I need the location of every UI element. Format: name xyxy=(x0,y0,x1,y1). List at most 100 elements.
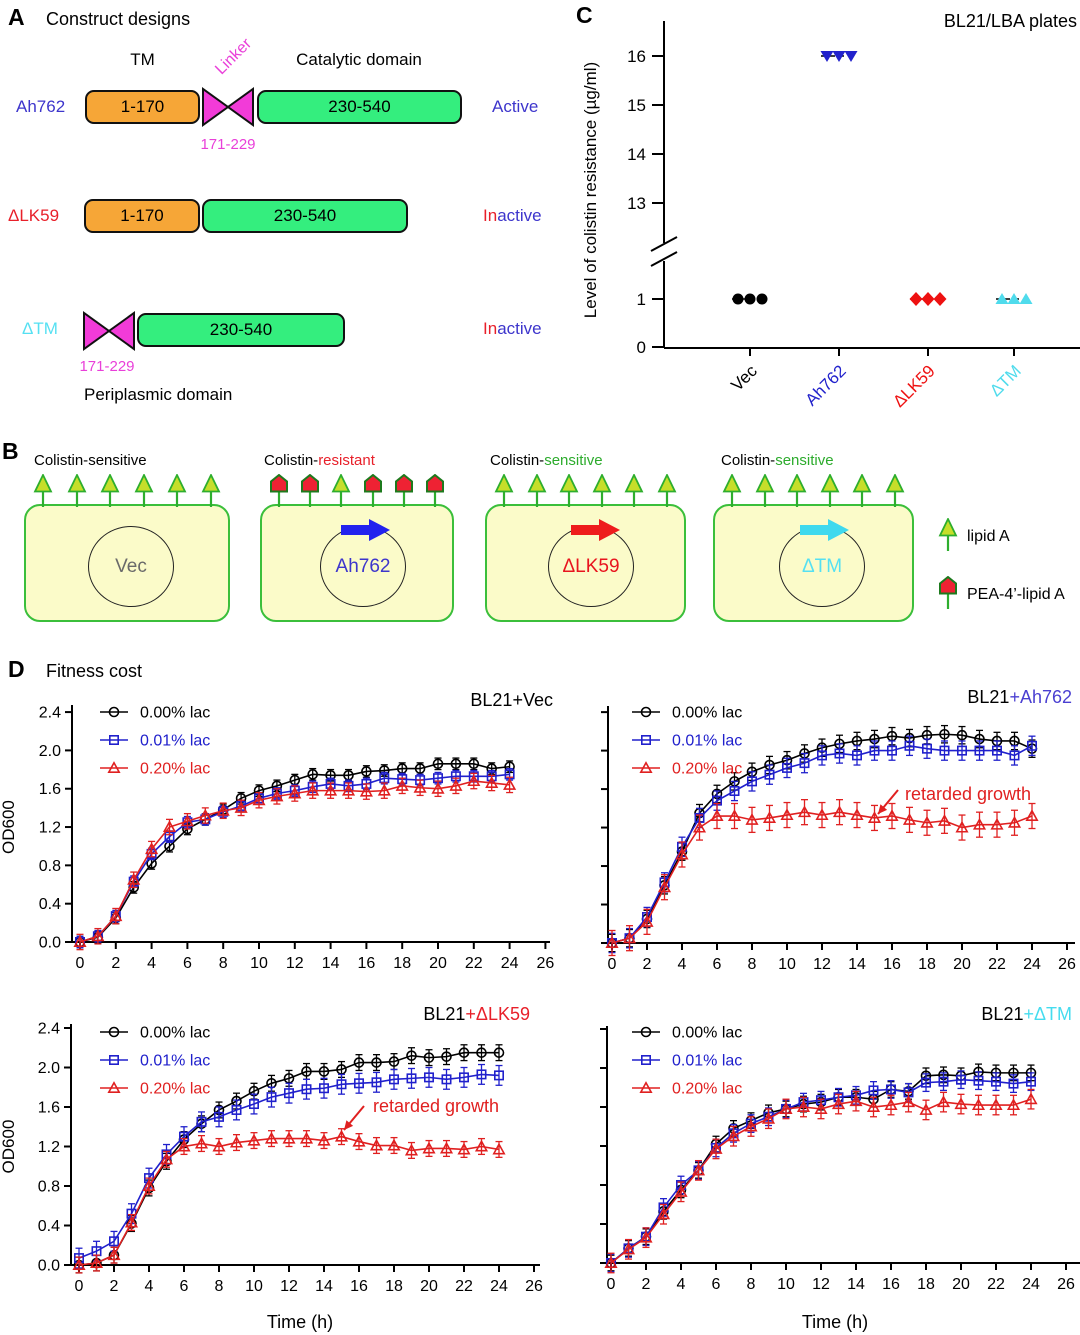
cell-body: ΔTM xyxy=(713,504,914,622)
pea-lipid-icon xyxy=(393,473,415,507)
svg-text:0.4: 0.4 xyxy=(38,1218,60,1235)
svg-text:4: 4 xyxy=(145,1278,154,1295)
svg-text:26: 26 xyxy=(537,955,555,972)
svg-text:0.0: 0.0 xyxy=(39,935,61,952)
svg-text:Level of colistin resistance (: Level of colistin resistance (µg/ml) xyxy=(581,62,600,318)
activity-prefix: In xyxy=(483,206,498,225)
group-Vec xyxy=(732,293,768,305)
svg-text:1.2: 1.2 xyxy=(38,1139,60,1156)
status-suffix: sensitive xyxy=(544,452,603,469)
plasmid-label: Vec xyxy=(115,555,147,577)
membrane-surface xyxy=(713,472,914,507)
svg-text:1.6: 1.6 xyxy=(39,781,61,798)
plasmid-circle: Vec xyxy=(88,526,174,607)
lipid-a-icon xyxy=(591,472,613,507)
svg-text:26: 26 xyxy=(525,1278,543,1295)
status-prefix: Colistin- xyxy=(264,452,319,469)
group-ΔLK59 xyxy=(909,292,947,306)
status-suffix: resistant xyxy=(318,452,375,469)
colistin-status-label: Colistin-resistant xyxy=(260,452,454,472)
lipid-a-icon xyxy=(330,472,352,507)
svg-text:0.20% lac: 0.20% lac xyxy=(672,1081,742,1098)
lipid-a-icon xyxy=(99,472,121,507)
svg-text:0: 0 xyxy=(76,955,85,972)
growth-chart-vec: 0.00.40.81.21.62.02.40 2 4 6 8 10 12 14 16 18 20 22… xyxy=(0,690,554,972)
chart-title: BL21+ΔTM xyxy=(981,1004,1072,1024)
svg-text:retarded growth: retarded growth xyxy=(905,784,1031,804)
svg-text:0.01% lac: 0.01% lac xyxy=(140,733,210,750)
svg-text:10: 10 xyxy=(778,956,796,973)
svg-text:12: 12 xyxy=(280,1278,298,1295)
svg-text:0: 0 xyxy=(608,956,617,973)
svg-text:0.01% lac: 0.01% lac xyxy=(672,733,742,750)
series-0.20% lac xyxy=(72,1128,506,1274)
svg-text:0: 0 xyxy=(75,1278,84,1295)
svg-text:Time (h): Time (h) xyxy=(267,1312,333,1332)
svg-text:0.01% lac: 0.01% lac xyxy=(672,1053,742,1070)
svg-text:20: 20 xyxy=(420,1278,438,1295)
svg-text:2: 2 xyxy=(643,956,652,973)
chart-title: BL21+ΔLK59 xyxy=(423,1004,530,1024)
catalytic-range: 230-540 xyxy=(273,206,337,225)
svg-text:0: 0 xyxy=(607,1276,616,1293)
svg-text:8: 8 xyxy=(748,956,757,973)
svg-text:12: 12 xyxy=(286,955,304,972)
svg-text:20: 20 xyxy=(953,956,971,973)
svg-text:retarded growth: retarded growth xyxy=(373,1096,499,1116)
chart-legend: 0.00% lac 0.01% lac 0.20% lac xyxy=(632,705,742,778)
colistin-status-label: Colistin-sensitive xyxy=(485,452,686,472)
lipid-a-icon xyxy=(656,472,678,507)
svg-text:10: 10 xyxy=(250,955,268,972)
svg-text:6: 6 xyxy=(183,955,192,972)
legend-label: lipid A xyxy=(967,528,1010,545)
lipid-a-icon xyxy=(623,472,645,507)
svg-text:0.00% lac: 0.00% lac xyxy=(140,1025,210,1042)
svg-text:2.4: 2.4 xyxy=(39,705,61,722)
membrane-surface xyxy=(260,472,454,507)
group-Ah762 xyxy=(820,51,858,62)
group-ΔTM xyxy=(995,293,1033,304)
svg-text:6: 6 xyxy=(713,956,722,973)
cell-card-dlk59: Colistin-sensitive ΔLK59 xyxy=(485,452,686,622)
colistin-resistance-chart: 13 14 15 16 0 1 Level of colistin resistance (… xyxy=(581,11,1080,411)
activity-main: Active xyxy=(492,97,539,116)
svg-text:2.0: 2.0 xyxy=(39,743,61,760)
svg-text:1.2: 1.2 xyxy=(39,820,61,837)
svg-text:14: 14 xyxy=(848,956,866,973)
svg-text:16: 16 xyxy=(882,1276,900,1293)
svg-text:4: 4 xyxy=(147,955,156,972)
fitness-cost-title: Fitness cost xyxy=(46,661,143,681)
linker-range: 171-229 xyxy=(79,358,135,375)
svg-text:0.00% lac: 0.00% lac xyxy=(672,1025,742,1042)
svg-text:Ah762: Ah762 xyxy=(802,361,850,409)
svg-text:26: 26 xyxy=(1058,956,1076,973)
lipid-a-icon xyxy=(558,472,580,507)
svg-text:4: 4 xyxy=(677,1276,686,1293)
svg-text:OD600: OD600 xyxy=(0,1120,18,1174)
retarded-growth-annotation: retarded growth xyxy=(877,784,1031,815)
svg-text:0.4: 0.4 xyxy=(39,896,61,913)
chart-title: BL21+Ah762 xyxy=(967,687,1072,707)
series-0.20% lac xyxy=(604,1088,1038,1274)
activity-main: active xyxy=(497,319,542,338)
membrane-surface xyxy=(485,472,686,507)
series-0.20% lac xyxy=(73,772,517,951)
svg-text:22: 22 xyxy=(465,955,483,972)
legend-item-lipid-a: lipid A xyxy=(937,516,1010,556)
svg-text:10: 10 xyxy=(245,1278,263,1295)
svg-text:2: 2 xyxy=(110,1278,119,1295)
panel-d-letter: D xyxy=(8,656,25,682)
lipid-a-icon xyxy=(32,472,54,507)
svg-text:18: 18 xyxy=(918,956,936,973)
svg-text:18: 18 xyxy=(385,1278,403,1295)
chart-title: BL21/LBA plates xyxy=(944,11,1077,31)
activity-prefix: In xyxy=(483,319,498,338)
svg-text:0.8: 0.8 xyxy=(39,858,61,875)
chart-legend: 0.00% lac 0.01% lac 0.20% lac xyxy=(100,1025,210,1098)
status-prefix: Colistin- xyxy=(34,452,89,469)
svg-text:0.00% lac: 0.00% lac xyxy=(140,705,210,722)
svg-text:2.4: 2.4 xyxy=(38,1021,60,1038)
lipid-a-icon xyxy=(851,472,873,507)
lipid-a-icon xyxy=(526,472,548,507)
axes: 0.00.40.81.21.62.02.40 2 4 6 8 10 12 14 16 18 20 22… xyxy=(0,705,554,972)
